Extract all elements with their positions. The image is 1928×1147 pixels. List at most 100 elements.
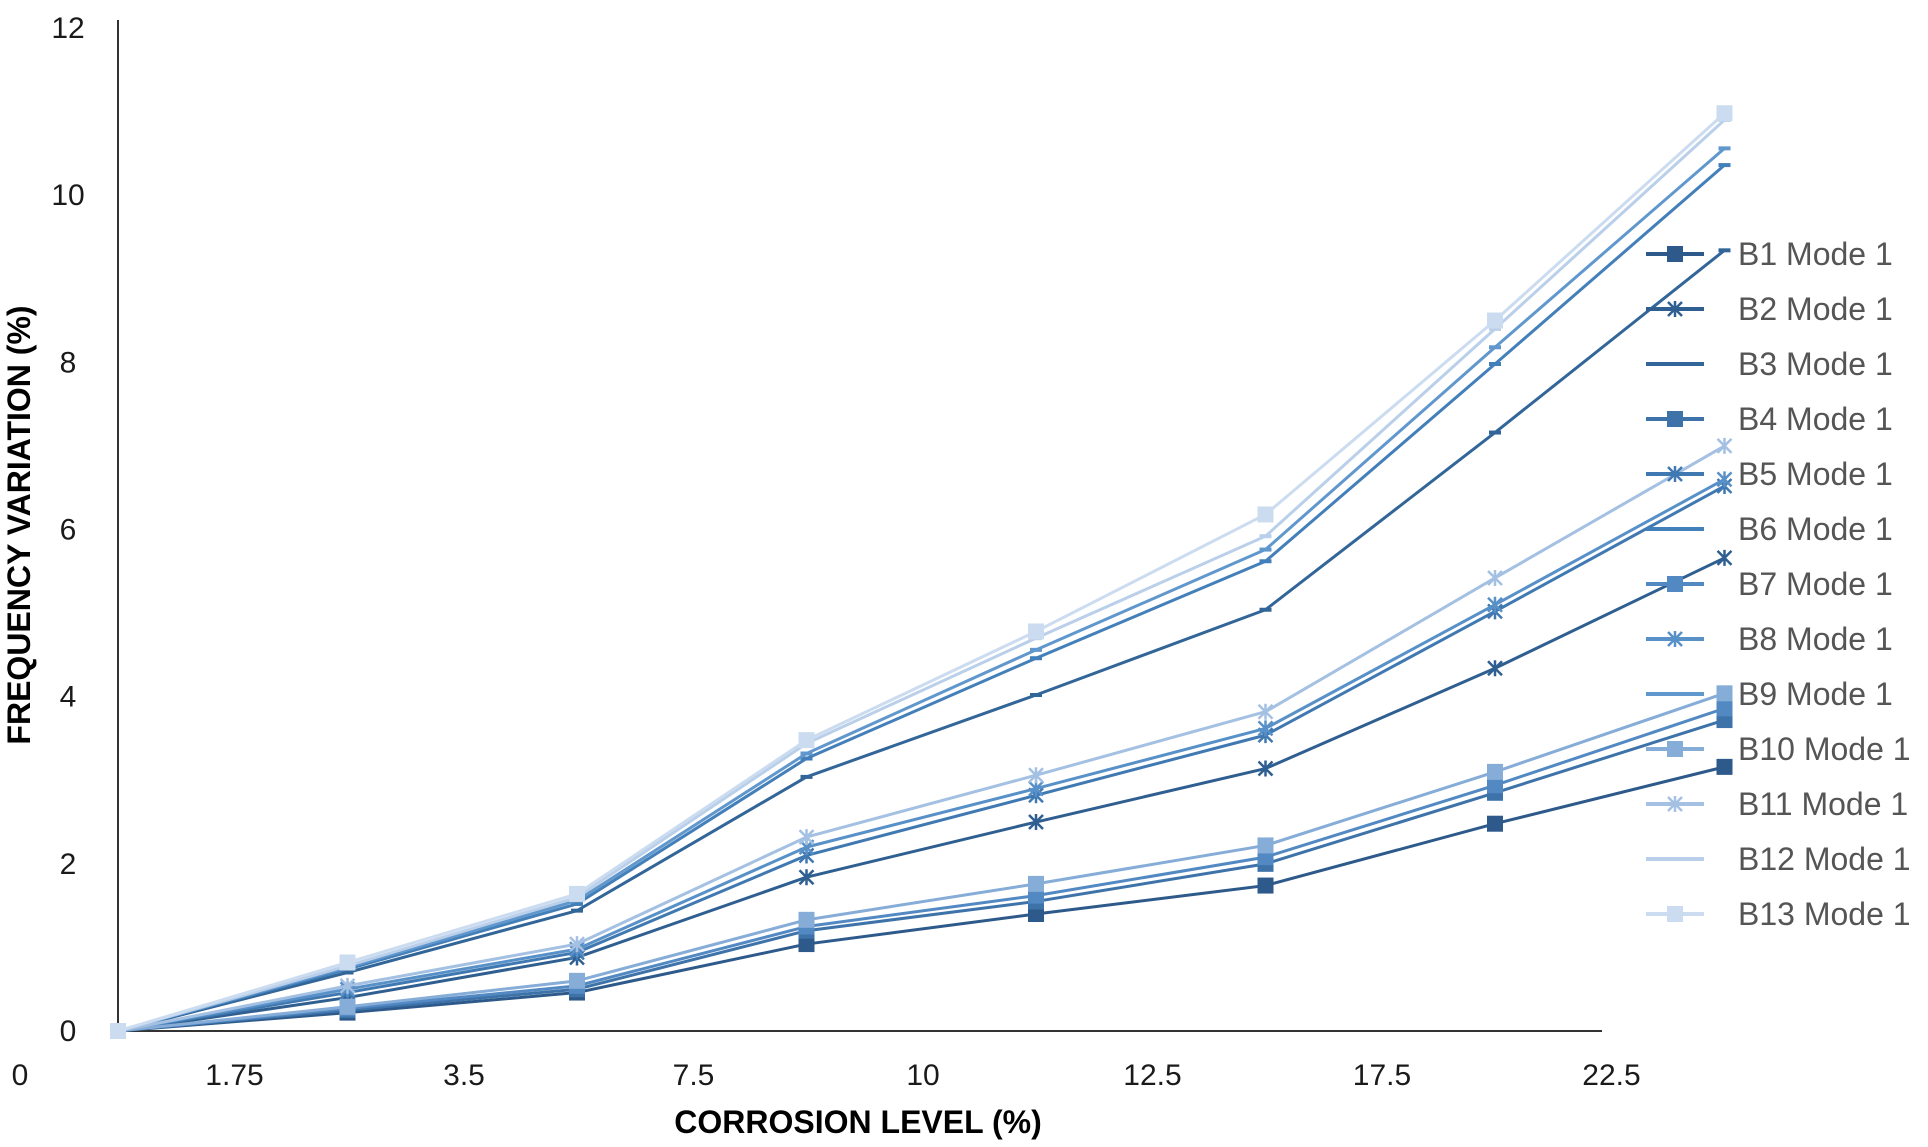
data-point — [1028, 780, 1044, 797]
legend-label: B6 Mode 1 — [1738, 511, 1893, 547]
data-point — [1487, 569, 1503, 586]
series-line — [117, 163, 1726, 1033]
series-line — [117, 147, 1726, 1033]
data-point — [1716, 471, 1733, 488]
legend-marker — [1667, 576, 1683, 592]
series-13 — [110, 105, 1733, 1039]
series-line — [117, 718, 1725, 1033]
legend-item: B9 Mode 1 — [1646, 676, 1893, 712]
x-tick-label: 17.5 — [1353, 1059, 1411, 1092]
legend-item: B5 Mode 1 — [1646, 456, 1893, 492]
data-point — [798, 829, 815, 846]
legend-item: B11 Mode 1 — [1646, 786, 1908, 822]
x-tick-label: 7.5 — [673, 1059, 715, 1092]
legend-marker — [1667, 741, 1683, 757]
data-point — [1487, 815, 1503, 832]
y-axis-title: FREQUENCY VARIATION (%) — [1, 305, 37, 744]
x-tick-label: 3.5 — [443, 1059, 485, 1092]
legend-marker — [1667, 796, 1683, 812]
legend-item: B1 Mode 1 — [1646, 236, 1893, 272]
series-line — [117, 112, 1726, 1033]
legend-label: B5 Mode 1 — [1738, 456, 1893, 492]
series-12 — [112, 117, 1731, 1033]
data-point — [1716, 700, 1733, 717]
x-tick-label: 12.5 — [1123, 1059, 1181, 1092]
legend-item: B10 Mode 1 — [1646, 731, 1911, 767]
legend-item: B3 Mode 1 — [1646, 346, 1893, 382]
data-point — [1257, 720, 1274, 737]
legend-marker — [1667, 301, 1683, 317]
series-line — [117, 444, 1726, 1033]
axes — [117, 20, 1602, 1032]
data-point — [1028, 875, 1044, 892]
legend-item: B6 Mode 1 — [1646, 511, 1893, 547]
legend-label: B4 Mode 1 — [1738, 401, 1893, 437]
legend-item: B8 Mode 1 — [1646, 621, 1893, 657]
y-tick-label: 12 — [51, 12, 84, 45]
series-line — [117, 765, 1725, 1033]
data-point — [569, 972, 585, 989]
series-line — [117, 691, 1725, 1033]
legend-label: B2 Mode 1 — [1738, 291, 1893, 327]
data-point — [1028, 814, 1044, 831]
data-point — [110, 1023, 126, 1039]
y-tick-label: 10 — [51, 179, 84, 212]
legend-item: B13 Mode 1 — [1646, 896, 1911, 932]
data-point — [1716, 549, 1733, 566]
data-point — [1716, 685, 1733, 702]
plot-area — [110, 105, 1733, 1039]
series-line — [117, 484, 1726, 1033]
series-6 — [112, 163, 1731, 1033]
data-point — [339, 977, 356, 994]
data-point — [1028, 905, 1044, 922]
data-point — [569, 885, 585, 902]
legend-label: B12 Mode 1 — [1738, 841, 1911, 877]
data-point — [1257, 506, 1274, 523]
data-point — [339, 998, 356, 1015]
y-tick-label: 2 — [60, 848, 77, 881]
series-line — [117, 706, 1725, 1033]
legend-label: B7 Mode 1 — [1738, 566, 1893, 602]
x-tick-label: 1.75 — [205, 1059, 263, 1092]
legend-item: B2 Mode 1 — [1646, 291, 1893, 327]
x-axis-title: CORROSION LEVEL (%) — [674, 1104, 1041, 1140]
legend-label: B11 Mode 1 — [1738, 786, 1908, 822]
legend-label: B9 Mode 1 — [1738, 676, 1893, 712]
data-point — [1257, 760, 1274, 777]
y-tick-label: 8 — [60, 346, 77, 379]
y-axis-ticks: 0 2 4 6 8 10 12 — [51, 12, 84, 1048]
legend-label: B10 Mode 1 — [1738, 731, 1911, 767]
legend-marker — [1667, 411, 1683, 427]
data-point — [798, 732, 815, 749]
y-tick-label: 0 — [60, 1015, 77, 1048]
data-point — [1257, 877, 1274, 894]
data-point — [1028, 623, 1044, 640]
data-point — [1487, 763, 1503, 780]
x-axis-ticks: 0 1.75 3.5 7.5 10 12.5 17.5 22.5 — [12, 1059, 1641, 1092]
legend-label: B1 Mode 1 — [1738, 236, 1893, 272]
legend-item: B7 Mode 1 — [1646, 566, 1893, 602]
data-point — [1257, 703, 1274, 720]
legend: B1 Mode 1 B2 Mode 1 B3 Mode 1 B4 Mode 1 B5 M… — [1646, 236, 1911, 932]
series-8 — [110, 471, 1733, 1039]
data-point — [1487, 777, 1503, 794]
data-point — [1716, 437, 1733, 454]
data-point — [1716, 758, 1733, 775]
data-point — [569, 936, 585, 953]
x-tick-label: 22.5 — [1582, 1059, 1640, 1092]
x-tick-label: 10 — [906, 1059, 939, 1092]
series-10 — [110, 685, 1733, 1039]
series-3 — [112, 248, 1731, 1033]
data-point — [1257, 837, 1274, 854]
legend-label: B13 Mode 1 — [1738, 896, 1911, 932]
series-9 — [112, 146, 1731, 1033]
legend-marker — [1667, 631, 1683, 647]
data-point — [798, 911, 815, 928]
series-line — [117, 249, 1726, 1033]
legend-label: B3 Mode 1 — [1738, 346, 1893, 382]
y-tick-label: 4 — [60, 681, 77, 714]
y-tick-label: 6 — [60, 514, 77, 547]
data-point — [1716, 105, 1733, 122]
series-11 — [110, 437, 1733, 1039]
